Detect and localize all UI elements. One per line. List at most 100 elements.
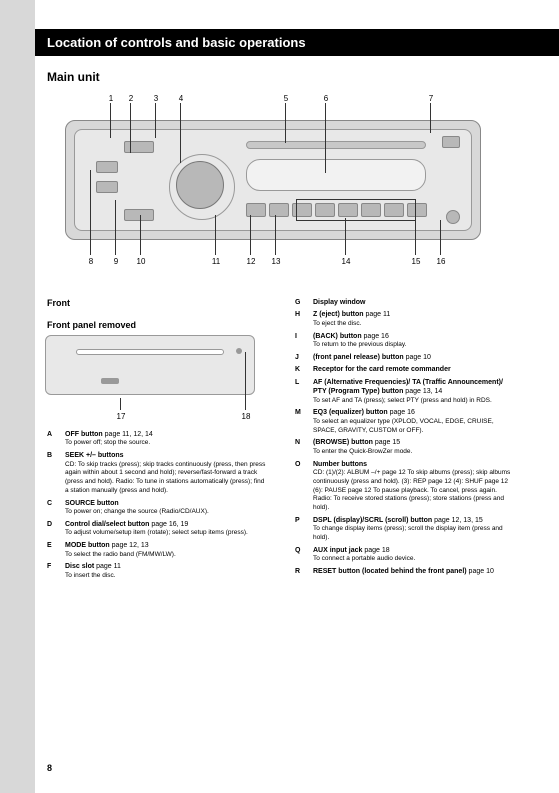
list-item: EMODE button page 12, 13To select the ra… [47,541,267,559]
item-text: (front panel release) button page 10 [313,353,515,362]
item-text: RESET button (located behind the front p… [313,567,515,576]
callout-7: 7 [425,92,437,104]
callout-5: 5 [280,92,292,104]
callout-11: 11 [210,255,222,267]
item-name: SOURCE button [65,500,119,507]
list-item: MEQ3 (equalizer) button page 16To select… [295,408,515,435]
item-page: page 16, 19 [149,521,188,528]
item-text: DSPL (display)/SCRL (scroll) button page… [313,516,515,543]
section-title: Main unit [47,70,100,84]
item-marker: G [295,298,309,307]
item-text: OFF button page 11, 12, 14To power off; … [65,430,267,448]
callout-line [155,103,156,138]
callout-line [215,215,216,255]
callout-17: 17 [115,410,127,422]
callout-line [440,220,441,255]
item-name: OFF button [65,431,103,438]
item-marker: H [295,310,309,328]
left-margin [0,0,35,793]
description-list-left: AOFF button page 11, 12, 14To power off;… [47,430,267,584]
item-name: RESET button (located behind the front p… [313,568,467,575]
disc-slot [246,141,426,149]
item-text: AF (Alternative Frequencies)/ TA (Traffi… [313,378,515,406]
item-marker: R [295,567,309,576]
left-buttons-cluster [121,141,176,221]
item-marker: B [47,451,61,496]
item-name: MODE button [65,542,110,549]
item-sub: To set AF and TA (press); select PTY (pr… [313,397,515,406]
page-content: Location of controls and basic operation… [35,0,559,793]
callout-line [110,103,111,138]
item-name: Display window [313,299,366,306]
item-page: page 11 [364,311,391,318]
item-name: SEEK +/– buttons [65,452,124,459]
item-name: DSPL (display)/SCRL (scroll) button [313,517,432,524]
item-page: page 15 [373,439,400,446]
item-name: Number buttons [313,461,367,468]
list-item: K Receptor for the card remote commander [295,365,515,374]
list-item: I (BACK) button page 16To return to the … [295,332,515,350]
item-sub: To power off; stop the source. [65,439,267,448]
callout-16: 16 [435,255,447,267]
display-window [246,159,426,191]
item-marker: Q [295,546,309,564]
item-page: page 12, 13 [110,542,149,549]
item-sub: To select the radio band (FM/MW/LW). [65,551,267,560]
off-btn [124,141,154,153]
item-page: page 12, 13, 15 [432,517,483,524]
callout-10: 10 [135,255,147,267]
item-text: (BACK) button page 16To return to the pr… [313,332,515,350]
main-unit-diagram [65,120,481,240]
callout-line [245,352,246,410]
list-item: HZ (eject) button page 11To eject the di… [295,310,515,328]
item-marker: P [295,516,309,543]
item-marker: I [295,332,309,350]
list-item: CSOURCE buttonTo power on; change the so… [47,499,267,517]
callout-2: 2 [125,92,137,104]
small-marks [101,378,119,384]
list-item: R RESET button (located behind the front … [295,567,515,576]
item-name: (front panel release) button [313,354,404,361]
callout-line [415,215,416,255]
item-text: SEEK +/– buttons CD: To skip tracks (pres… [65,451,267,496]
item-text: SOURCE buttonTo power on; change the sou… [65,499,267,517]
item-marker: K [295,365,309,374]
header-bar: Location of controls and basic operation… [35,29,559,56]
header-title: Location of controls and basic operation… [47,35,306,50]
callout-line [130,103,131,153]
item-name: (BROWSE) button [313,439,373,446]
item-sub: CD: To skip tracks (press); skip tracks … [65,461,267,496]
description-list-right: GDisplay windowHZ (eject) button page 11… [295,298,515,579]
seek-plus [96,181,118,193]
front-label: Front [47,298,70,308]
item-text: (BROWSE) button page 15To enter the Quic… [313,438,515,456]
callout-line [140,215,141,255]
front-removed-diagram [45,335,255,395]
item-text: AUX input jack page 18To connect a porta… [313,546,515,564]
item-marker: F [47,562,61,580]
item-page: page 16 [362,333,389,340]
callout-line [115,200,116,255]
callout-line [430,103,431,133]
item-text: Z (eject) button page 11To eject the dis… [313,310,515,328]
callout-line [325,103,326,173]
small-slot [76,349,224,355]
item-page: page 13, 14 [403,388,442,395]
item-name: Control dial/select button [65,521,149,528]
seek-minus [96,161,118,173]
callout-8: 8 [85,255,97,267]
list-item: AOFF button page 11, 12, 14To power off;… [47,430,267,448]
callout-1: 1 [105,92,117,104]
eject-button [442,136,460,148]
page-number: 8 [47,763,52,773]
item-name: Receptor for the card remote commander [313,366,451,373]
list-item: G Display window [295,298,515,307]
item-page: page 16 [388,409,415,416]
num-btn [246,203,266,217]
item-page: page 10 [404,354,431,361]
callout-15: 15 [410,255,422,267]
callout-line [275,215,276,255]
item-marker: M [295,408,309,435]
callout-line [120,398,121,410]
item-name: Z (eject) button [313,311,364,318]
